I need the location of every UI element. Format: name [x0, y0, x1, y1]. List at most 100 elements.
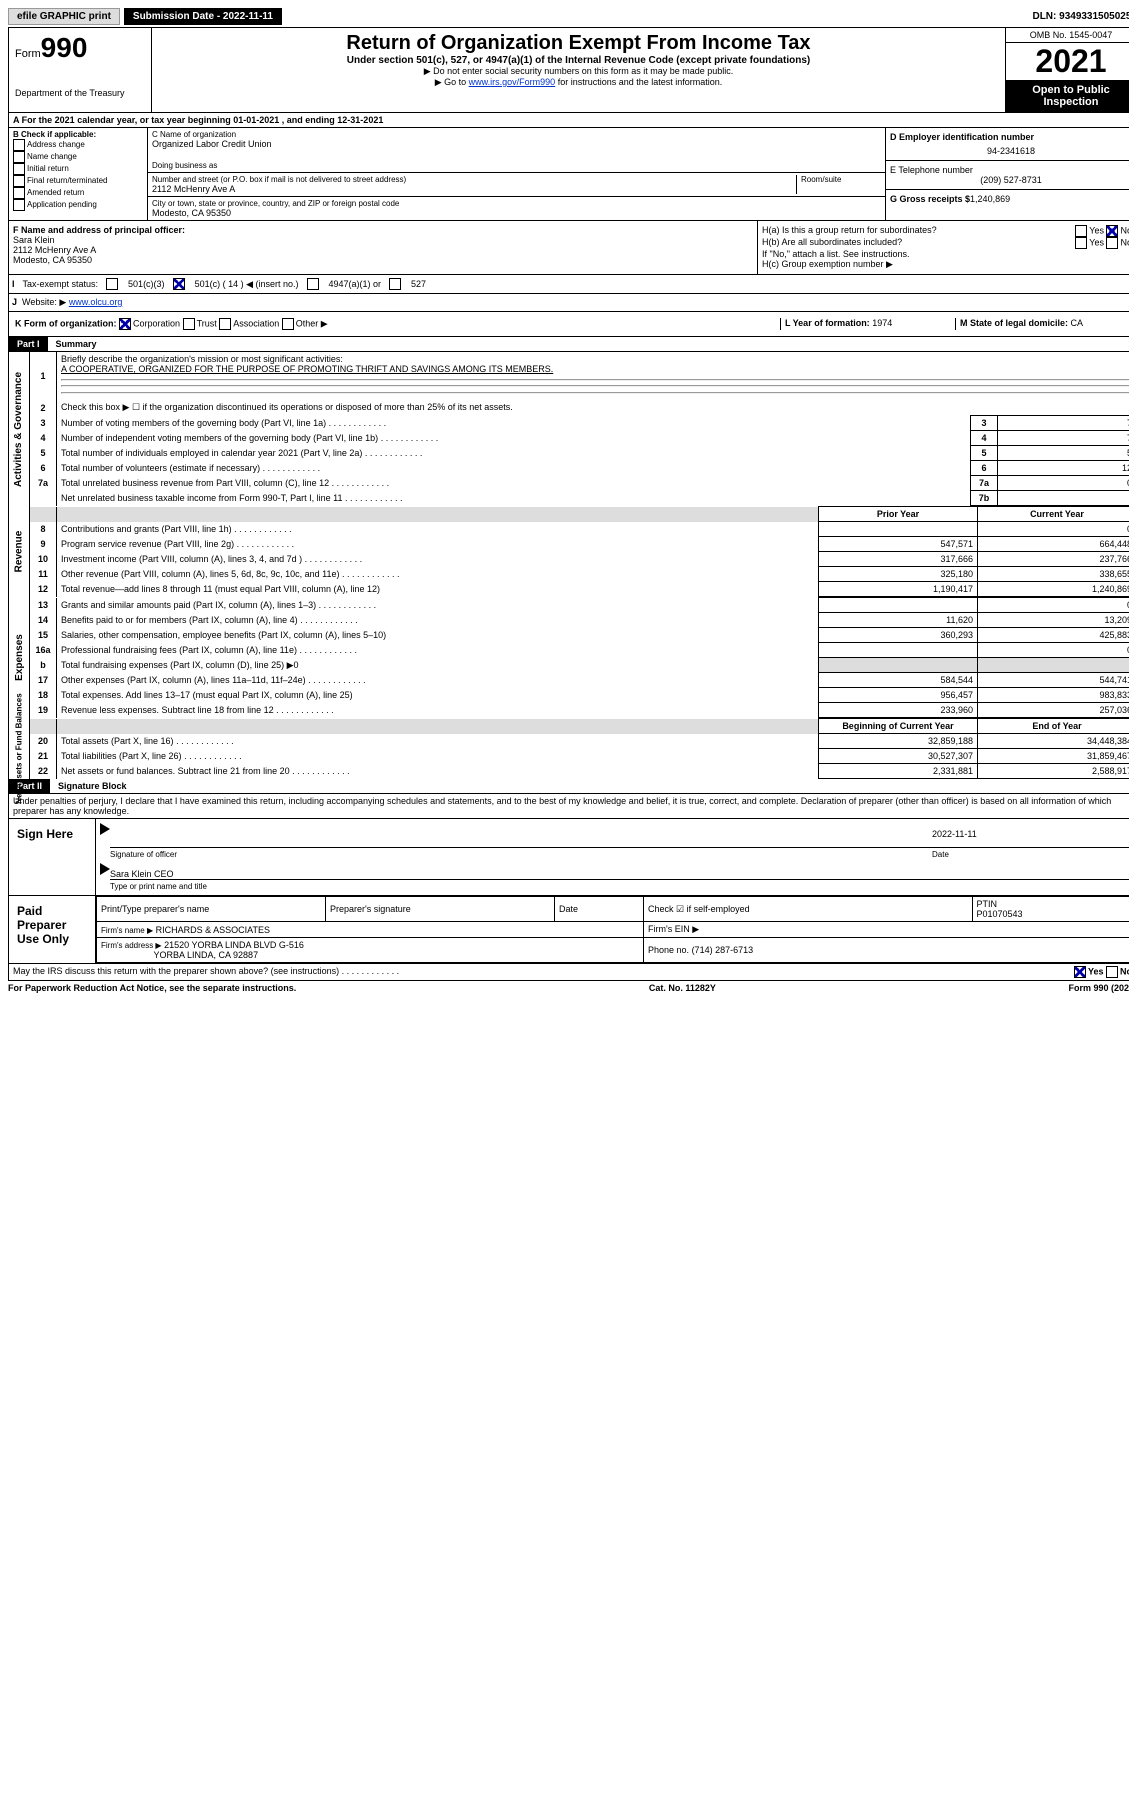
p22: 2,331,881	[819, 764, 978, 779]
hb-yes[interactable]	[1075, 237, 1087, 249]
firm-name: RICHARDS & ASSOCIATES	[156, 925, 270, 935]
p12: 1,190,417	[819, 582, 978, 597]
p8	[819, 522, 978, 537]
cb-initial[interactable]: Initial return	[13, 163, 143, 175]
l3-text: Number of voting members of the governin…	[57, 416, 971, 431]
p21: 30,527,307	[819, 749, 978, 764]
cb-527[interactable]	[389, 278, 401, 290]
b-header: B Check if applicable:	[13, 130, 143, 139]
c19: 257,036	[978, 703, 1129, 718]
m-field: M State of legal domicile: CA	[955, 318, 1129, 330]
cb-final[interactable]: Final return/terminated	[13, 175, 143, 187]
c10: 237,766	[978, 552, 1129, 567]
d-label: D Employer identification number	[890, 132, 1129, 142]
efile-btn[interactable]: efile GRAPHIC print	[8, 8, 120, 25]
p13	[819, 598, 978, 613]
street-addr: 2112 McHenry Ave A	[152, 184, 796, 194]
phone: (209) 527-8731	[890, 175, 1129, 185]
cb-trust[interactable]	[183, 318, 195, 330]
dept1: Department of the Treasury	[15, 88, 145, 98]
firm-addr1: 21520 YORBA LINDA BLVD G-516	[164, 940, 304, 950]
dln-text: DLN: 93493315050252	[1032, 11, 1129, 22]
l15: Salaries, other compensation, employee b…	[57, 628, 819, 643]
cb-address[interactable]: Address change	[13, 139, 143, 151]
j-label: Website: ▶	[22, 297, 66, 308]
hc-label: H(c) Group exemption number ▶	[762, 259, 1129, 270]
cb-app[interactable]: Application pending	[13, 199, 143, 211]
sig-officer-lbl: Signature of officer	[110, 850, 932, 859]
irs-link[interactable]: www.irs.gov/Form990	[469, 77, 556, 87]
addr-label: Number and street (or P.O. box if mail i…	[152, 175, 796, 184]
form-title: Return of Organization Exempt From Incom…	[156, 32, 1001, 55]
sig-name-lbl: Type or print name and title	[110, 882, 1129, 891]
p9: 547,571	[819, 537, 978, 552]
org-name: Organized Labor Credit Union	[152, 139, 881, 149]
gov-side: Activities & Governance	[14, 371, 25, 486]
ha-label: H(a) Is this a group return for subordin…	[762, 225, 937, 237]
current-hdr: Current Year	[978, 507, 1129, 522]
l9: Program service revenue (Part VIII, line…	[57, 537, 819, 552]
l11: Other revenue (Part VIII, column (A), li…	[57, 567, 819, 582]
sig-date-lbl: Date	[932, 850, 1129, 859]
prep-phone: (714) 287-6713	[692, 945, 754, 955]
hb-no[interactable]	[1106, 237, 1118, 249]
c14: 13,209	[978, 613, 1129, 628]
end-hdr: End of Year	[978, 719, 1129, 734]
ptin: P01070543	[977, 909, 1023, 919]
l3-val: 7	[998, 416, 1129, 431]
arrow-icon	[100, 823, 110, 835]
line-a: A For the 2021 calendar year, or tax yea…	[8, 113, 1129, 128]
firm-addr2: YORBA LINDA, CA 92887	[154, 950, 259, 960]
footer-l: For Paperwork Reduction Act Notice, see …	[8, 983, 296, 993]
rev-side: Revenue	[14, 531, 25, 573]
l19: Revenue less expenses. Subtract line 18 …	[57, 703, 819, 718]
ha-no[interactable]	[1106, 225, 1118, 237]
g-label: G Gross receipts $	[890, 194, 970, 204]
discuss-yes[interactable]	[1074, 966, 1086, 978]
l1-val: A COOPERATIVE, ORGANIZED FOR THE PURPOSE…	[61, 364, 553, 374]
l5-val: 5	[998, 446, 1129, 461]
cb-amended[interactable]: Amended return	[13, 187, 143, 199]
l14: Benefits paid to or for members (Part IX…	[57, 613, 819, 628]
pt-sig-lbl: Preparer's signature	[326, 897, 555, 922]
l1-text: Briefly describe the organization's miss…	[61, 354, 343, 364]
l4-text: Number of independent voting members of …	[57, 431, 971, 446]
sig-decl: Under penalties of perjury, I declare th…	[8, 794, 1129, 819]
cb-corp[interactable]	[119, 318, 131, 330]
phone-lbl: Phone no.	[648, 945, 689, 955]
l6-val: 12	[998, 461, 1129, 476]
cb-other[interactable]	[282, 318, 294, 330]
firm-addr-lbl: Firm's address ▶	[101, 941, 162, 950]
tax-year: 2021	[1006, 43, 1129, 80]
k-label: K Form of organization:	[15, 318, 117, 328]
l17: Other expenses (Part IX, column (A), lin…	[57, 673, 819, 688]
discuss-no[interactable]	[1106, 966, 1118, 978]
p20: 32,859,188	[819, 734, 978, 749]
l22: Net assets or fund balances. Subtract li…	[57, 764, 819, 779]
c11: 338,655	[978, 567, 1129, 582]
c12: 1,240,869	[978, 582, 1129, 597]
form-label: Form990	[15, 32, 145, 64]
l7b-val	[998, 491, 1129, 506]
c17: 544,741	[978, 673, 1129, 688]
l16a: Professional fundraising fees (Part IX, …	[57, 643, 819, 658]
c22: 2,588,917	[978, 764, 1129, 779]
l6-text: Total number of volunteers (estimate if …	[57, 461, 971, 476]
cb-4947[interactable]	[307, 278, 319, 290]
cb-namechg[interactable]: Name change	[13, 151, 143, 163]
l4-val: 7	[998, 431, 1129, 446]
ha-yes[interactable]	[1075, 225, 1087, 237]
l21: Total liabilities (Part X, line 26)	[57, 749, 819, 764]
submission-btn[interactable]: Submission Date - 2022-11-11	[124, 8, 282, 25]
l5-text: Total number of individuals employed in …	[57, 446, 971, 461]
l7a-val: 0	[998, 476, 1129, 491]
cb-501c[interactable]	[173, 278, 185, 290]
cb-assoc[interactable]	[219, 318, 231, 330]
pt-name-lbl: Print/Type preparer's name	[97, 897, 326, 922]
cb-501c3[interactable]	[106, 278, 118, 290]
website-link[interactable]: www.olcu.org	[69, 297, 123, 308]
p17: 584,544	[819, 673, 978, 688]
f-label: F Name and address of principal officer:	[13, 225, 753, 235]
prior-hdr: Prior Year	[819, 507, 978, 522]
firm-ein: Firm's EIN ▶	[644, 922, 1129, 938]
